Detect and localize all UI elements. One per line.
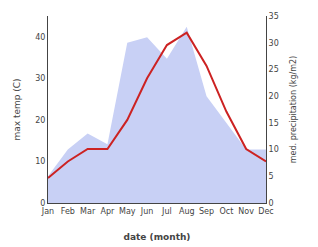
svg-text:Aug: Aug — [179, 207, 195, 216]
svg-text:10: 10 — [35, 157, 45, 166]
svg-text:15: 15 — [269, 119, 279, 128]
svg-text:Apr: Apr — [101, 207, 116, 216]
svg-text:0: 0 — [40, 199, 45, 208]
svg-text:Dec: Dec — [258, 207, 273, 216]
svg-text:Sep: Sep — [199, 207, 214, 216]
svg-text:Jun: Jun — [140, 207, 154, 216]
svg-text:5: 5 — [269, 172, 274, 181]
svg-text:Feb: Feb — [61, 207, 75, 216]
svg-text:30: 30 — [269, 39, 279, 48]
svg-text:Jan: Jan — [41, 207, 54, 216]
svg-text:Oct: Oct — [219, 207, 233, 216]
svg-text:max temp (C): max temp (C) — [12, 78, 22, 140]
svg-text:40: 40 — [35, 33, 45, 42]
svg-text:25: 25 — [269, 65, 279, 74]
svg-text:0: 0 — [269, 199, 274, 208]
svg-text:20: 20 — [269, 92, 279, 101]
svg-text:Jul: Jul — [161, 207, 172, 216]
svg-text:10: 10 — [269, 145, 279, 154]
svg-text:30: 30 — [35, 74, 45, 83]
svg-text:Nov: Nov — [238, 207, 254, 216]
svg-text:date (month): date (month) — [124, 232, 191, 242]
svg-text:med. precipitation (kg/m2): med. precipitation (kg/m2) — [289, 56, 298, 163]
svg-text:35: 35 — [269, 12, 279, 21]
svg-text:20: 20 — [35, 116, 45, 125]
svg-text:May: May — [119, 207, 136, 216]
svg-text:Mar: Mar — [80, 207, 96, 216]
